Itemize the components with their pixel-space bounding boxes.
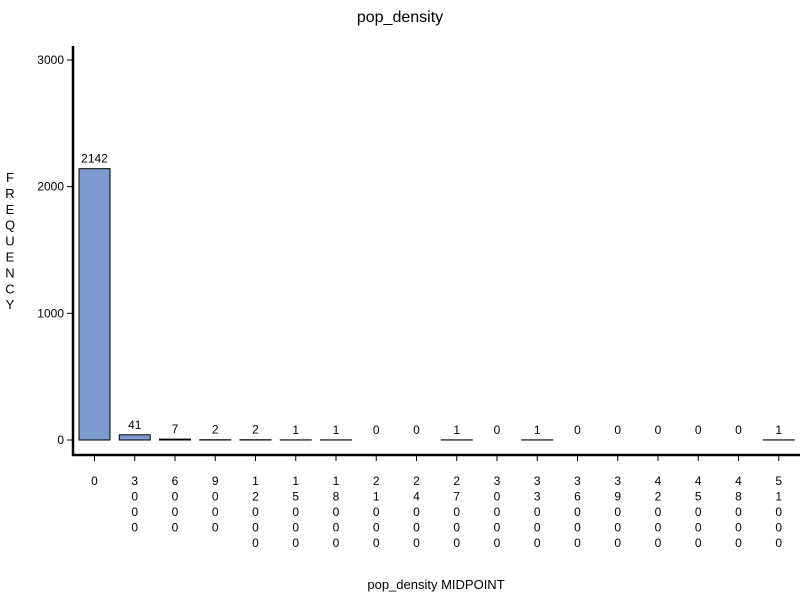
x-tick-label: 0: [91, 474, 98, 488]
bar-value-label: 0: [574, 423, 581, 437]
bars-group: [78, 168, 795, 441]
bar-value-label: 0: [735, 423, 742, 437]
bar-value-label: 1: [292, 423, 299, 437]
y-tick-label: 2000: [37, 180, 64, 194]
bar-value-label: 0: [695, 423, 702, 437]
y-tick-label: 0: [57, 433, 64, 447]
bar-value-label: 1: [453, 423, 460, 437]
bar-value-label: 0: [413, 423, 420, 437]
bar-value-label: 2: [212, 423, 219, 437]
y-tick-label: 3000: [37, 53, 64, 67]
bar-value-label: 0: [655, 423, 662, 437]
bar-value-label: 1: [333, 423, 340, 437]
bar-value-label: 41: [128, 418, 142, 432]
bar-labels-group: 2142 41 7 2 2 1 1 0 0 1 0 1 0 0 0 0 0 1: [81, 152, 782, 437]
bar-value-label: 1: [775, 423, 782, 437]
bar-value-label: 2142: [81, 152, 108, 166]
y-tick-label: 1000: [37, 306, 64, 320]
bar: [118, 434, 151, 441]
bar: [78, 168, 111, 441]
bar-value-label: 0: [373, 423, 380, 437]
bar-value-label: 7: [172, 422, 179, 436]
chart-title: pop_density: [357, 9, 443, 26]
bar: [159, 438, 191, 441]
x-ticks-group: 0 3 0 0 0 6 0 0 0 9 0 0 0 1 2 0 0 0 1 5 0 0 0 1 8 0 0 0 2 1 0 0 0 2 4 0 0 0 2 7…: [91, 455, 782, 550]
y-ticks-group: 0 1000 2000 3000: [37, 53, 73, 447]
x-axis-label: pop_density MIDPOINT: [367, 577, 504, 592]
bar-value-label: 0: [494, 423, 501, 437]
bar-value-label: 0: [614, 423, 621, 437]
bar-value-label: 1: [534, 423, 541, 437]
bar-value-label: 2: [252, 423, 259, 437]
